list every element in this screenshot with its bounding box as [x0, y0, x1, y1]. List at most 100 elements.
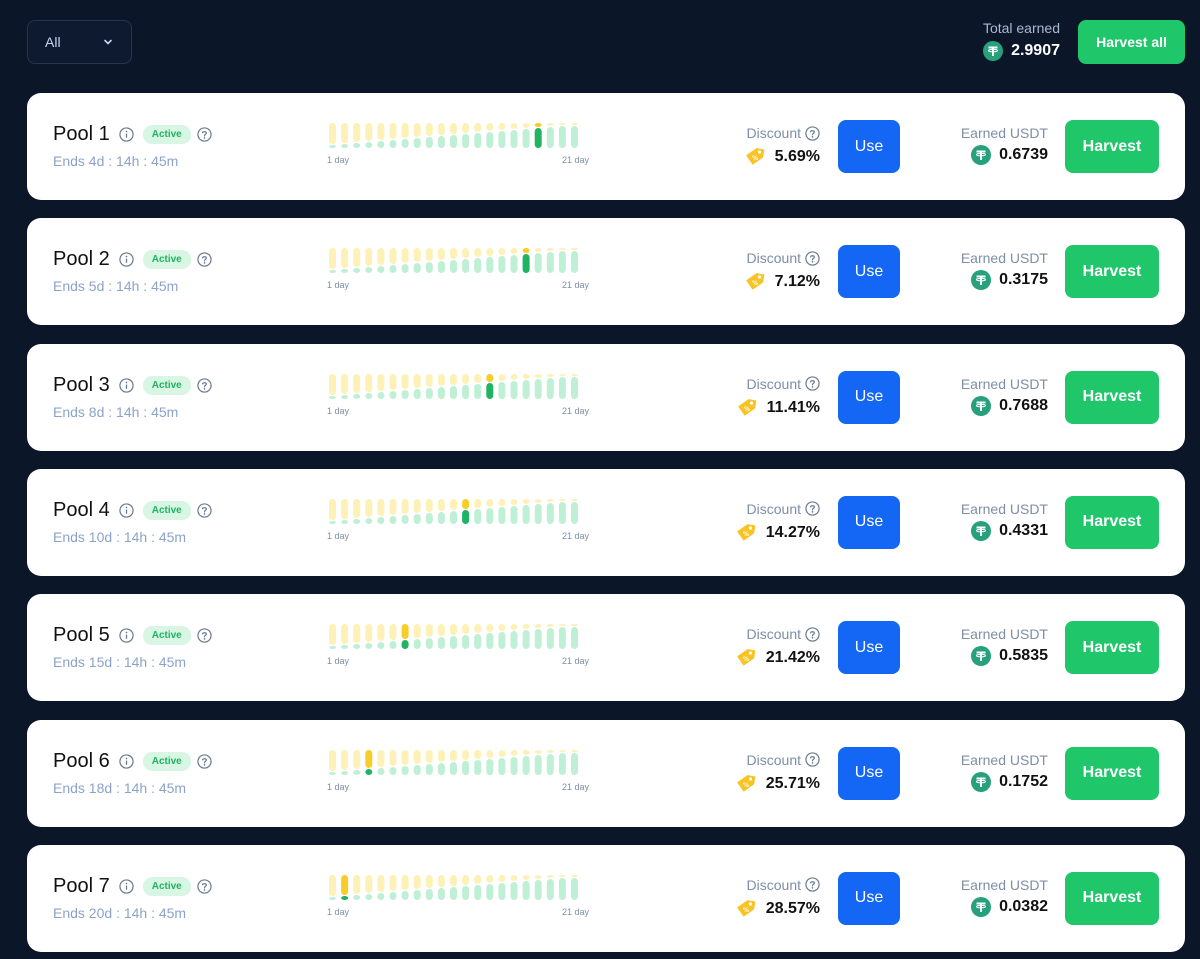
chart-bar-yellow [450, 624, 457, 636]
use-button[interactable]: Use [838, 871, 900, 925]
chart-bar-yellow [341, 498, 349, 519]
total-earned: Total earned 2.9907 [983, 20, 1060, 61]
svg-text:%: % [752, 280, 758, 287]
use-button[interactable]: Use [838, 746, 900, 800]
pool-ends-timer: Ends 10d : 14h : 45m [53, 528, 187, 545]
info-icon[interactable] [119, 628, 134, 643]
chart-day-16 [510, 123, 518, 148]
chart-bar-green [437, 386, 445, 399]
chart-bar-green [474, 383, 482, 399]
chart-day-20 [558, 874, 566, 900]
status-badge: Active [142, 500, 191, 520]
chart-day-6 [389, 123, 397, 148]
question-icon[interactable] [197, 252, 212, 267]
use-button[interactable]: Use [838, 495, 900, 549]
chart-bar-green [462, 259, 470, 274]
chart-day-16 [510, 248, 518, 274]
chart-bar-yellow [522, 248, 530, 254]
chart-day-20 [558, 123, 566, 148]
info-icon[interactable] [119, 127, 134, 142]
chart-bar-yellow [450, 874, 457, 886]
harvest-button[interactable]: Harvest [1065, 370, 1159, 424]
chart-bar-yellow [534, 248, 542, 253]
harvest-button[interactable]: Harvest [1065, 245, 1159, 299]
discount-schedule-chart: 1 day 21 day [327, 248, 589, 290]
use-button[interactable]: Use [838, 621, 900, 675]
use-button[interactable]: Use [838, 245, 900, 299]
harvest-button[interactable]: Harvest [1065, 871, 1159, 925]
chart-bar-yellow [474, 874, 482, 884]
info-icon[interactable] [119, 753, 134, 769]
chart-bar-yellow [377, 624, 385, 642]
question-icon[interactable] [805, 251, 820, 266]
question-icon[interactable] [805, 752, 820, 767]
chart-bar-green [413, 639, 421, 650]
chart-day-2 [341, 749, 349, 775]
use-button[interactable]: Use [838, 120, 900, 173]
harvest-button[interactable]: Harvest [1065, 621, 1159, 675]
chart-bar-green [425, 638, 433, 650]
chart-day-5 [377, 749, 385, 775]
chart-bar-yellow [510, 123, 518, 129]
chart-day-5 [377, 248, 385, 274]
chart-bar-yellow [450, 498, 457, 510]
info-icon[interactable] [119, 503, 134, 518]
chart-bar-yellow [389, 874, 397, 891]
chart-bar-yellow [437, 123, 445, 135]
chart-bar-green [425, 137, 433, 148]
info-icon[interactable] [119, 252, 134, 267]
chart-day-11 [450, 624, 457, 650]
tether-icon [971, 771, 992, 792]
chart-day-15 [498, 373, 506, 399]
chart-day-21 [571, 749, 578, 775]
question-icon[interactable] [805, 877, 820, 892]
question-icon[interactable] [805, 501, 820, 517]
chart-bar-yellow [329, 373, 336, 395]
question-icon[interactable] [197, 628, 212, 643]
axis-end-label: 21 day [562, 406, 590, 416]
chart-day-19 [546, 248, 554, 274]
discount-label: Discount [746, 375, 801, 392]
chart-day-15 [498, 749, 506, 775]
pool-ends-timer: Ends 4d : 14h : 45m [53, 153, 179, 169]
pool-filter-select[interactable]: All [27, 20, 132, 64]
chart-bar-green [522, 379, 530, 399]
chart-bar-yellow [546, 373, 554, 377]
chart-day-12 [462, 373, 470, 399]
chart-bar-yellow [329, 874, 336, 896]
question-icon[interactable] [197, 753, 212, 769]
info-icon[interactable] [119, 377, 134, 393]
use-button[interactable]: Use [838, 370, 900, 424]
question-icon[interactable] [805, 125, 820, 141]
chart-bar-yellow [437, 373, 445, 386]
chart-bar-green [413, 263, 421, 274]
question-icon[interactable] [197, 879, 212, 894]
question-icon[interactable] [197, 503, 212, 518]
discount-tag-icon: % [736, 899, 756, 917]
chart-day-3 [353, 749, 361, 775]
chart-bar-yellow [341, 749, 349, 770]
chart-bar-green [522, 630, 530, 650]
chart-bar-green [389, 891, 397, 900]
chart-bar-yellow [413, 373, 421, 388]
chart-day-21 [571, 373, 578, 399]
harvest-button[interactable]: Harvest [1065, 120, 1159, 173]
question-icon[interactable] [805, 627, 820, 642]
info-icon[interactable] [119, 879, 134, 894]
filter-value: All [45, 34, 61, 50]
chart-bar-yellow [341, 874, 349, 895]
chart-bar-yellow [377, 749, 385, 767]
chart-bar-yellow [486, 248, 494, 257]
chart-bar-yellow [498, 624, 506, 632]
question-icon[interactable] [197, 127, 212, 142]
question-icon[interactable] [805, 376, 820, 391]
harvest-all-button[interactable]: Harvest all [1078, 20, 1185, 64]
chart-bar-yellow [462, 498, 470, 509]
chart-bar-yellow [365, 123, 373, 141]
chart-day-6 [389, 749, 397, 775]
chart-bar-green [401, 389, 409, 399]
question-icon[interactable] [197, 377, 212, 393]
harvest-button[interactable]: Harvest [1065, 495, 1159, 549]
harvest-button[interactable]: Harvest [1065, 746, 1159, 800]
chart-day-20 [558, 498, 566, 524]
